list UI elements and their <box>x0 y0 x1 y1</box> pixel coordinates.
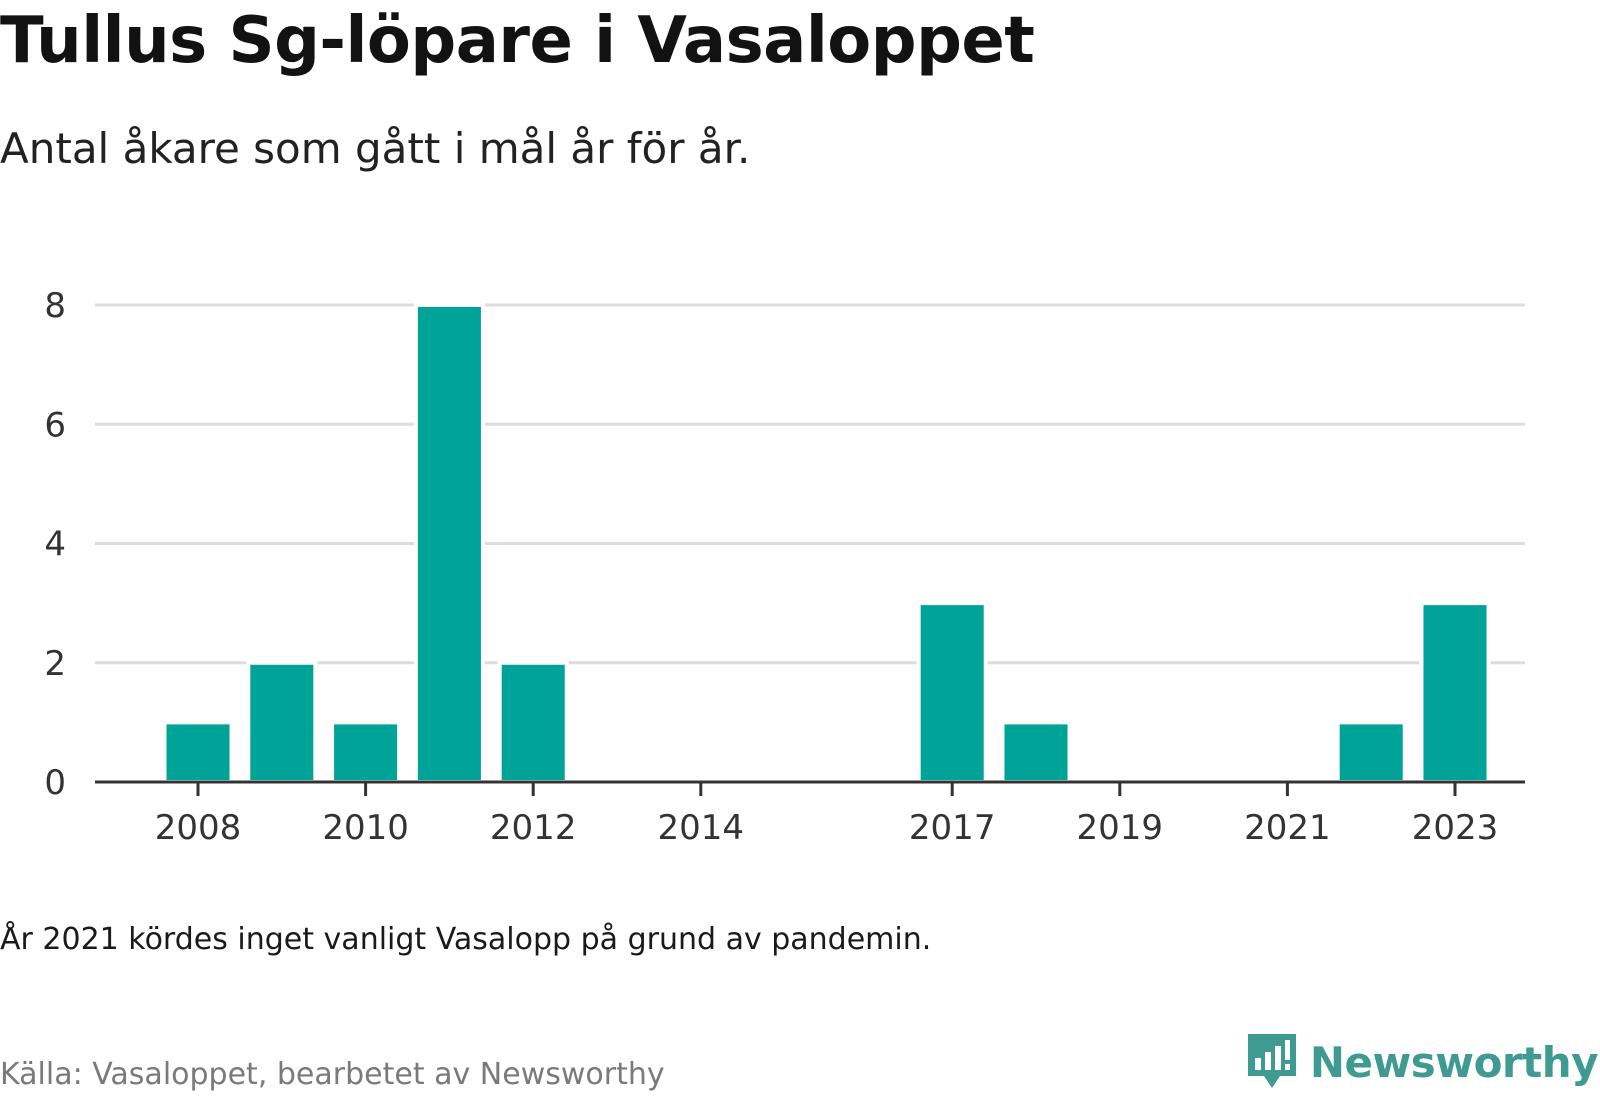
y-tick-label: 2 <box>44 644 66 684</box>
y-tick-label: 8 <box>44 286 66 326</box>
chart-note: År 2021 kördes inget vanligt Vasalopp på… <box>0 922 932 957</box>
y-tick-label: 6 <box>44 405 66 445</box>
bar-2018 <box>1000 720 1072 784</box>
x-tick-label: 2019 <box>1077 808 1164 848</box>
newsworthy-logo-icon <box>1247 1034 1296 1088</box>
brand-name: Newsworthy <box>1309 1037 1599 1087</box>
bar-2012 <box>497 660 569 784</box>
bar-2010 <box>330 720 402 784</box>
y-tick-label: 0 <box>44 763 66 803</box>
x-tick-label: 2012 <box>490 808 577 848</box>
bar-2023 <box>1419 601 1491 784</box>
chart-subtitle: Antal åkare som gått i mål år för år. <box>0 124 751 173</box>
bar-2022 <box>1335 720 1407 784</box>
bar-2008 <box>162 720 234 784</box>
bar-2017 <box>916 601 988 784</box>
x-tick-label: 2010 <box>322 808 409 848</box>
bar-2009 <box>246 660 318 784</box>
chart-title: Tullus Sg-löpare i Vasaloppet <box>0 4 1035 78</box>
x-tick-label: 2023 <box>1412 808 1499 848</box>
source-text: Källa: Vasaloppet, bearbetet av Newswort… <box>0 1057 665 1092</box>
bar-chart: 0 2 4 6 8 2008 2010 2012 2014 2017 2019 2021 2023 <box>44 286 1525 848</box>
x-tick-label: 2017 <box>909 808 996 848</box>
newsworthy-brand: Newsworthy <box>1246 1032 1599 1092</box>
x-tick-label: 2021 <box>1244 808 1331 848</box>
x-tick-label: 2014 <box>658 808 745 848</box>
x-tick-label: 2008 <box>155 808 242 848</box>
bar-2011 <box>413 303 485 784</box>
y-tick-label: 4 <box>44 525 66 565</box>
